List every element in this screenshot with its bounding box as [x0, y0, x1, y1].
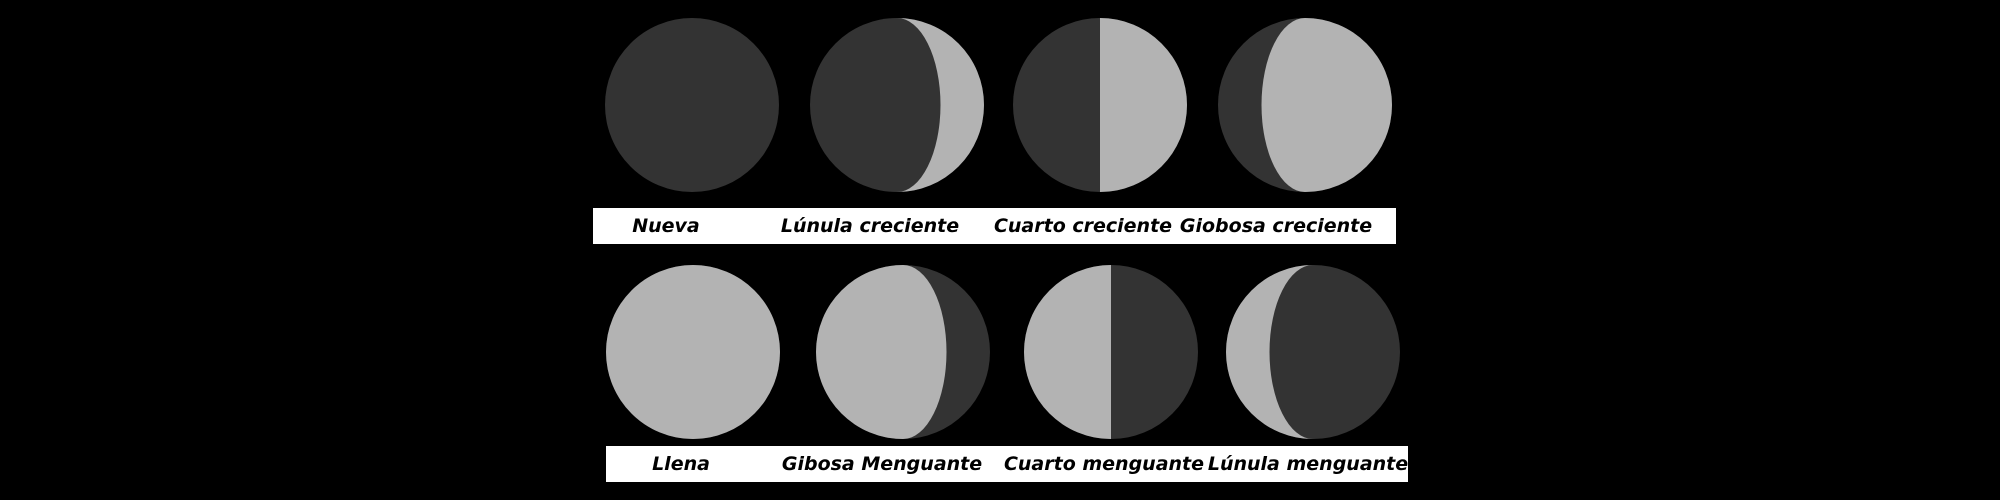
- phase-label-gibosa-menguante: Gibosa Menguante: [781, 453, 983, 475]
- moon-lit-area: [1261, 18, 1392, 192]
- phase-label-giobosa-creciente: Giobosa creciente: [1179, 215, 1373, 237]
- phase-label-llena: Llena: [652, 453, 710, 475]
- phase-label-cuarto-creciente: Cuarto creciente: [993, 215, 1173, 237]
- moon-cuarto-creciente: [1013, 18, 1187, 192]
- moon-nueva: [605, 18, 779, 192]
- label-bar-bottom: Llena Gibosa Menguante Cuarto menguante …: [606, 446, 1408, 482]
- moon-lit-area: [816, 265, 947, 439]
- moon-llena: [606, 265, 780, 439]
- moon-giobosa-creciente: [1218, 18, 1392, 192]
- phase-label-lunula-menguante: Lúnula menguante: [1207, 453, 1409, 475]
- moon-lit-area: [1100, 18, 1187, 192]
- moon-lit-area: [1226, 265, 1313, 439]
- moon-lunula-menguante: [1226, 265, 1400, 439]
- phase-label-lunula-creciente: Lúnula creciente: [780, 215, 960, 237]
- moon-gibosa-menguante: [816, 265, 990, 439]
- label-bar-top: Nueva Lúnula creciente Cuarto creciente …: [593, 208, 1396, 244]
- phase-label-nueva: Nueva: [632, 215, 700, 237]
- moon-lunula-creciente: [810, 18, 984, 192]
- moon-lit-area: [606, 265, 780, 439]
- phase-label-cuarto-menguante: Cuarto menguante: [1003, 453, 1205, 475]
- moon-lit-area: [1024, 265, 1111, 439]
- moon-lit-area: [897, 18, 984, 192]
- moon-cuarto-menguante: [1024, 265, 1198, 439]
- moon-dark-disc: [605, 18, 779, 192]
